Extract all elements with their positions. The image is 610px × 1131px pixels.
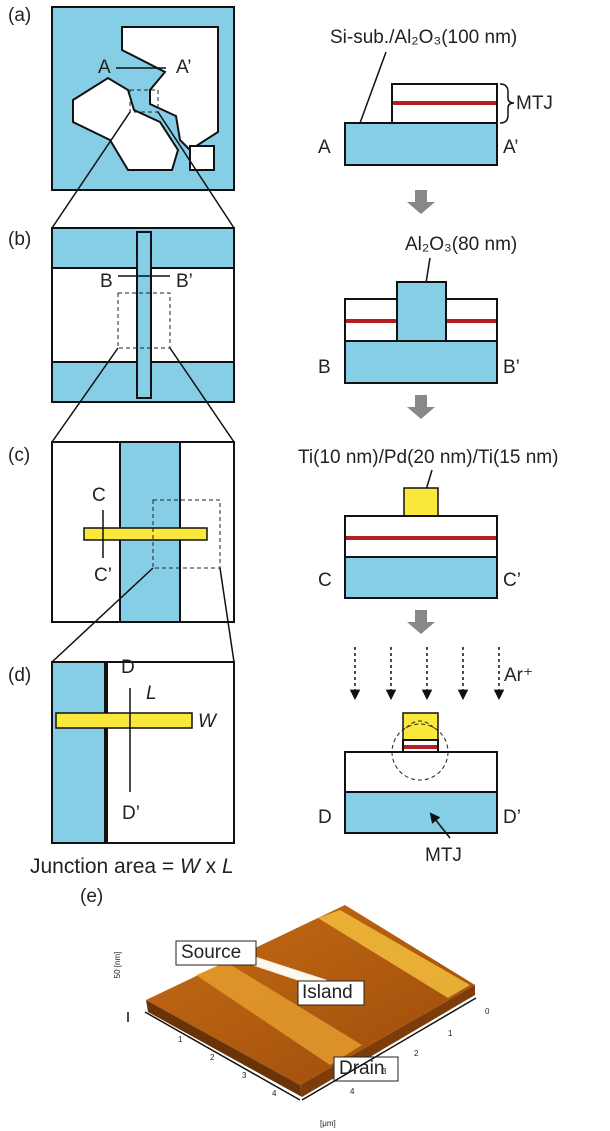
leader	[360, 52, 386, 123]
section-label: B’	[503, 357, 520, 378]
section-label: B	[318, 357, 331, 378]
annotation: Ti(10 nm)/Pd(20 nm)/Ti(15 nm)	[298, 447, 558, 468]
tick-label: 2	[414, 1049, 419, 1058]
annotation: MTJ	[425, 845, 462, 866]
electrode	[404, 488, 438, 516]
dim-label: L	[146, 683, 157, 704]
layer	[345, 752, 497, 792]
section-label: A’	[503, 137, 518, 158]
formula-text: Junction area =	[30, 855, 180, 878]
tick-label: 1	[448, 1029, 453, 1038]
annotation: Al₂O₃(80 nm)	[405, 234, 517, 255]
substrate	[345, 557, 497, 598]
junction-formula: Junction area = W x L	[30, 855, 234, 878]
cut-label: A’	[176, 57, 191, 78]
section-label: C’	[503, 570, 521, 591]
leader	[426, 258, 430, 283]
panel-label: (b)	[8, 229, 31, 250]
step-arrow	[407, 395, 435, 419]
z-axis-label: 50 [nm]	[113, 952, 122, 979]
page: (a) A A’ (b) B B’ (c) C C’ (d) D D’ L W …	[0, 0, 610, 1131]
formula-var: L	[222, 855, 234, 878]
cut-label: D	[121, 657, 135, 678]
formula-var: W	[180, 855, 202, 878]
panel-label: (d)	[8, 665, 31, 686]
strip	[137, 232, 151, 398]
panel-label: (e)	[80, 886, 103, 907]
cut-label: D’	[122, 803, 140, 824]
tick-label: 1	[178, 1035, 183, 1044]
section-label: C	[318, 570, 332, 591]
section-label: D’	[503, 807, 521, 828]
section-label: D	[318, 807, 332, 828]
alumina	[397, 282, 446, 341]
section-label: A	[318, 137, 331, 158]
step-arrow	[407, 610, 435, 634]
region-label: Source	[181, 942, 241, 963]
formula-text: x	[200, 855, 222, 878]
dim-label: W	[198, 711, 218, 732]
step-arrow	[407, 190, 435, 214]
cut-label: C	[92, 485, 106, 506]
figure: (a) A A’ (b) B B’ (c) C C’ (d) D D’ L W …	[0, 0, 610, 1131]
ion-beam	[355, 647, 499, 698]
tick-label: 3	[242, 1071, 247, 1080]
tick-label: 4	[350, 1087, 355, 1096]
tick-label: 2	[210, 1053, 215, 1062]
annotation: Si-sub./Al₂O₃(100 nm)	[330, 27, 517, 48]
cut-label: B	[100, 271, 113, 292]
panel-label: (a)	[8, 5, 31, 26]
tick-label: 3	[382, 1067, 387, 1076]
region-label: Drain	[339, 1058, 384, 1079]
cut-label: C’	[94, 565, 112, 586]
cut-label: B’	[176, 271, 193, 292]
tick-label: 0	[485, 1007, 490, 1016]
substrate	[345, 123, 497, 165]
annotation: Ar⁺	[504, 665, 533, 686]
tick-label: 4	[272, 1089, 277, 1098]
brace	[500, 84, 514, 123]
cut-label: A	[98, 57, 111, 78]
substrate	[345, 792, 497, 833]
annotation: MTJ	[516, 93, 553, 114]
strip	[52, 662, 106, 843]
leader	[426, 470, 432, 490]
region-label: Island	[302, 982, 353, 1003]
electrode	[56, 713, 192, 728]
substrate	[345, 341, 497, 383]
panel-label: (c)	[8, 445, 30, 466]
unit-label: [μm]	[320, 1119, 336, 1128]
